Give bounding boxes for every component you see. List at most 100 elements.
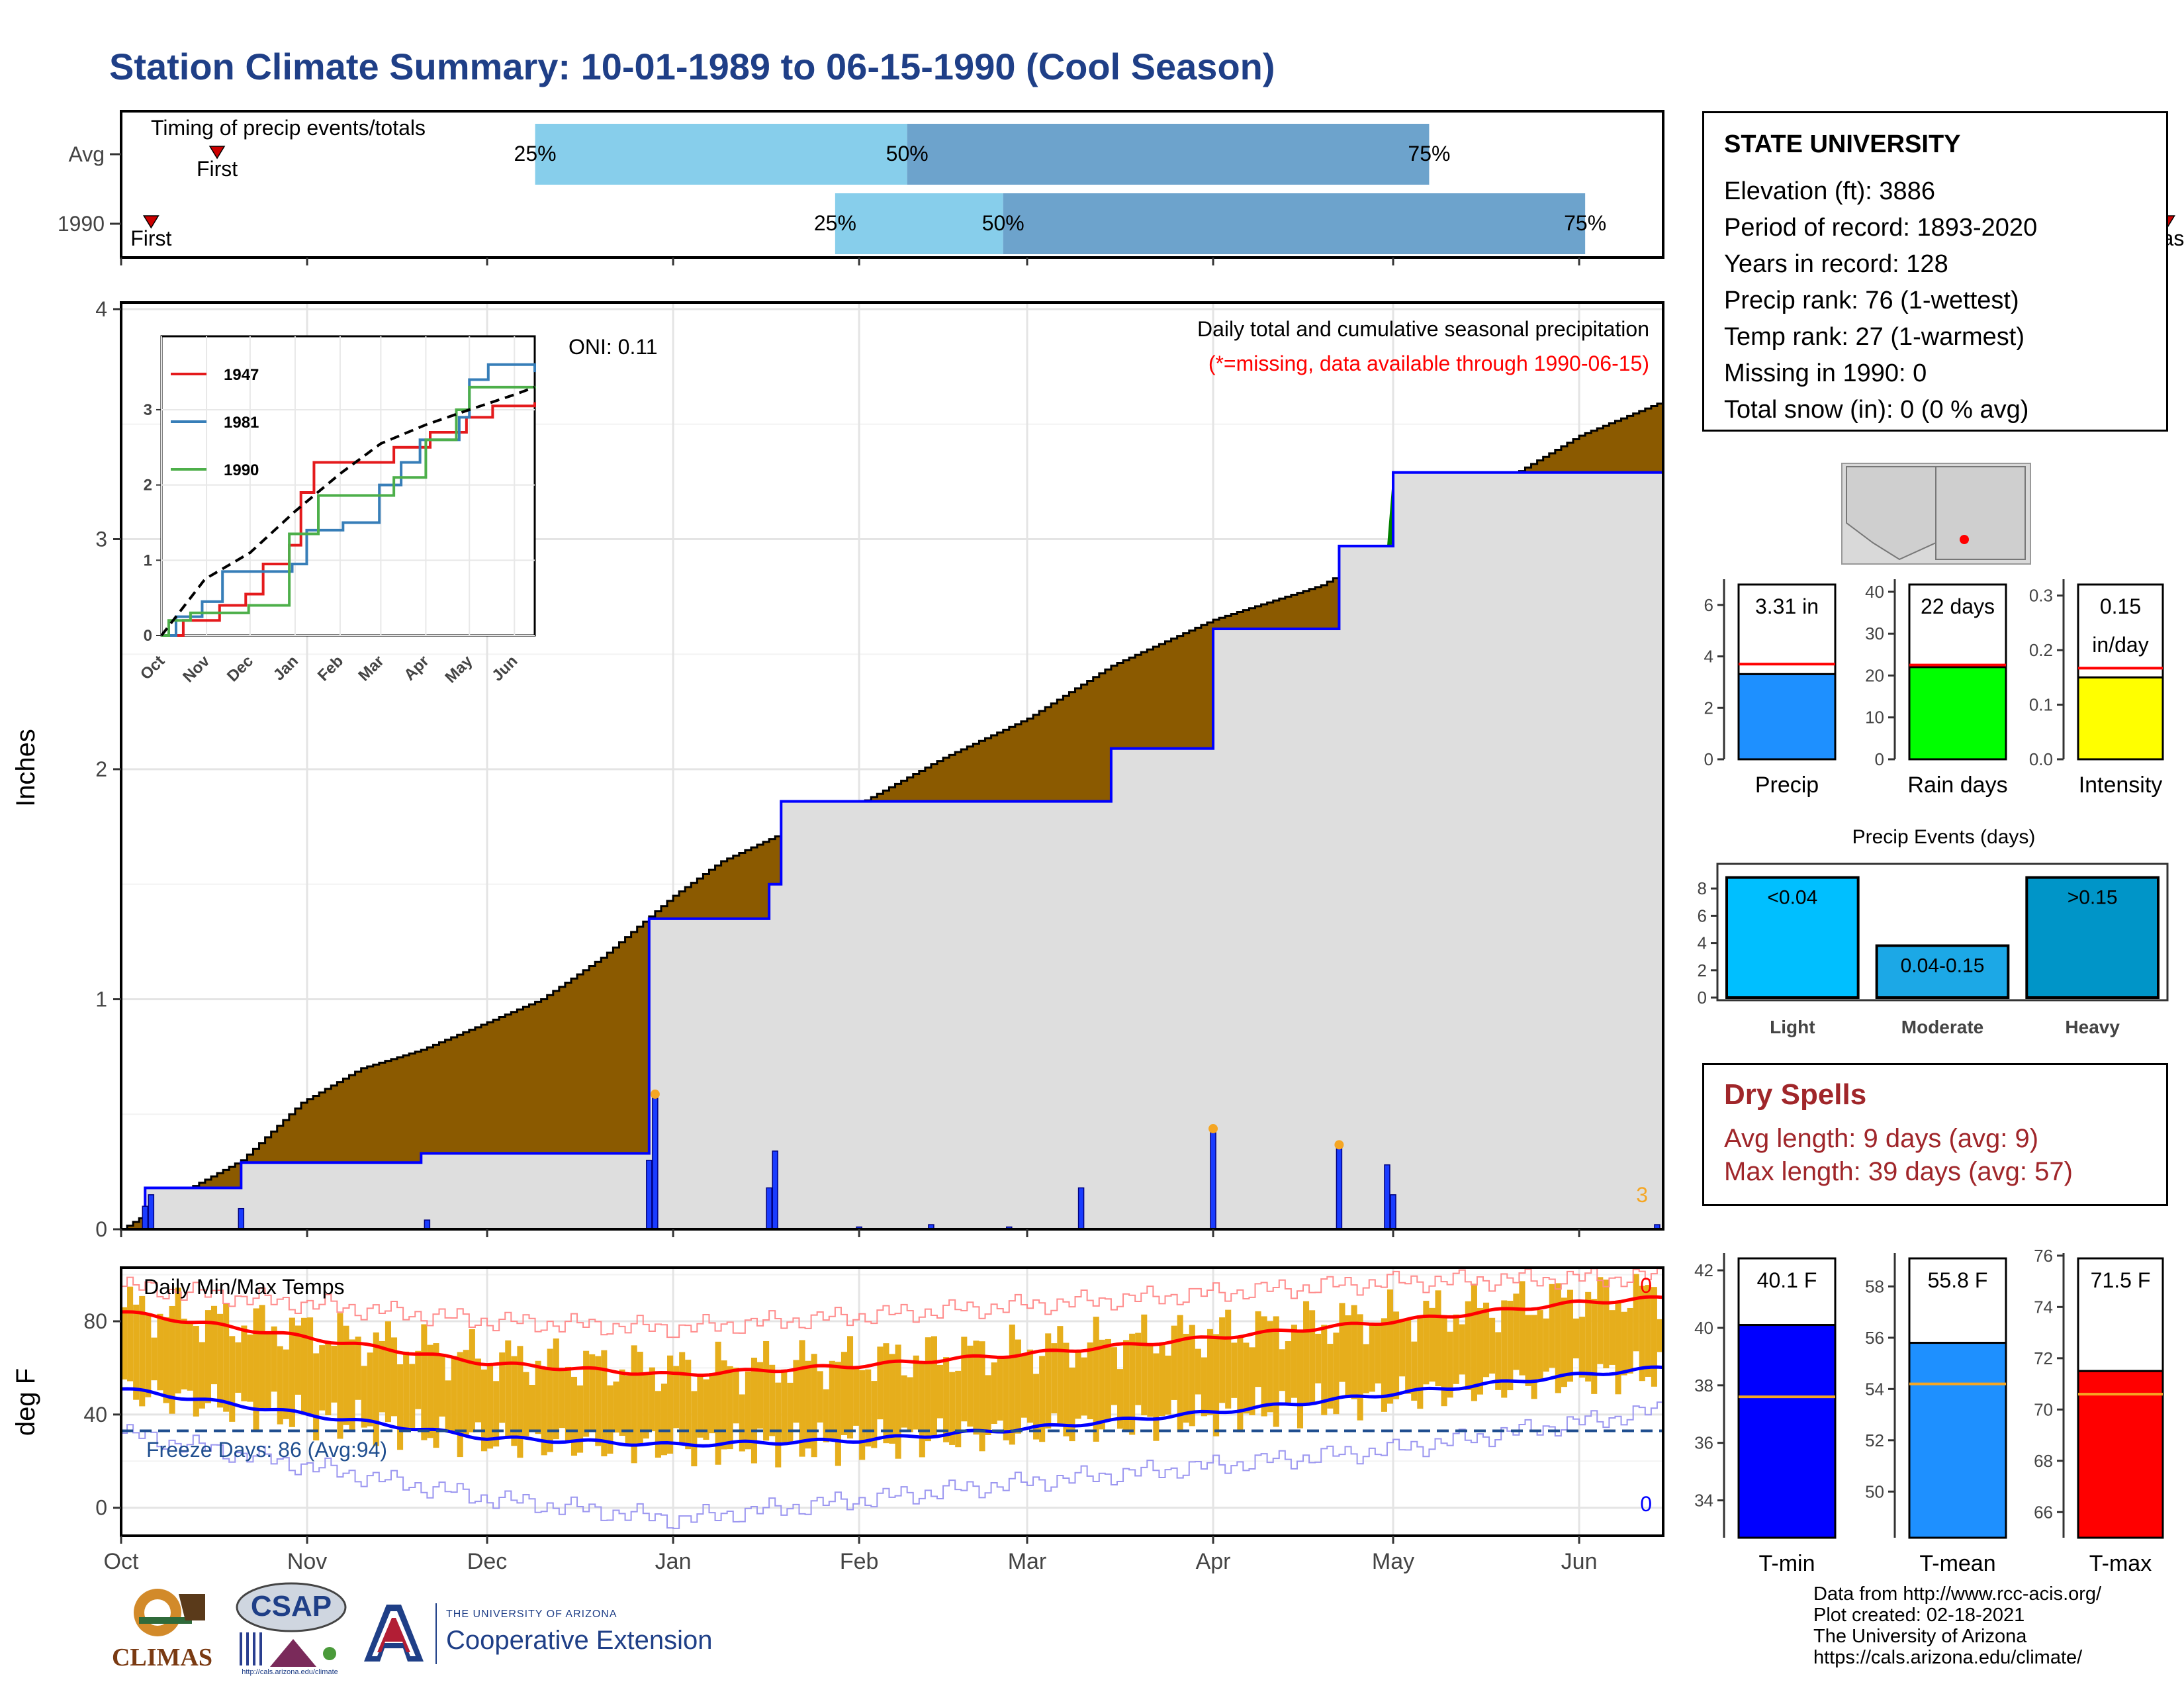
events-y-tick-label: 6 <box>1698 906 1707 925</box>
daily-temp-bar <box>1249 1347 1255 1415</box>
daily-temp-bar <box>139 1295 146 1407</box>
daily-temp-bar <box>1363 1344 1369 1393</box>
daily-temp-bar <box>757 1362 764 1429</box>
daily-temp-bar <box>805 1360 811 1449</box>
timing-pct-label: 25% <box>514 142 557 165</box>
timing-pct-label: 50% <box>886 142 929 165</box>
events-y-tick-label: 4 <box>1698 933 1707 953</box>
daily-temp-bar <box>295 1325 301 1395</box>
inset-legend-label: 1981 <box>224 414 259 432</box>
daily-temp-bar <box>1633 1274 1639 1352</box>
daily-temp-bar <box>1279 1349 1285 1391</box>
daily-temp-bar <box>1393 1311 1400 1399</box>
daily-temp-bar <box>541 1367 547 1456</box>
daily-temp-bar <box>613 1382 619 1433</box>
daily-precip-bar <box>1384 1164 1390 1230</box>
daily-temp-bar <box>1585 1291 1592 1382</box>
daily-temp-bar <box>1471 1284 1477 1401</box>
temp-x-tick-label: Oct <box>104 1549 139 1574</box>
temp-y-tick-label: 80 <box>83 1309 107 1333</box>
daily-temp-bar <box>835 1362 841 1466</box>
daily-temp-bar <box>1051 1343 1058 1414</box>
daily-precip-bar <box>148 1194 155 1230</box>
daily-temp-bar <box>715 1341 721 1465</box>
daily-temp-bar <box>1123 1340 1130 1430</box>
daily-temp-bar <box>480 1369 488 1452</box>
daily-precip-bar <box>766 1187 772 1230</box>
daily-temp-bar <box>1213 1334 1220 1436</box>
daily-temp-bar <box>625 1376 631 1446</box>
daily-temp-bar <box>511 1356 518 1446</box>
daily-temp-bar <box>721 1360 727 1450</box>
timing-pct-label: 50% <box>982 211 1024 235</box>
daily-temp-bar <box>679 1352 686 1445</box>
inset-legend-label: 1947 <box>224 366 259 384</box>
daily-temp-bar <box>1327 1344 1334 1409</box>
daily-temp-bar <box>883 1343 889 1444</box>
inset-y-tick-label: 0 <box>144 627 152 645</box>
t-min-y-tick-label: 34 <box>1694 1491 1713 1511</box>
daily-temp-bar <box>1435 1290 1441 1387</box>
t-mean-label-box <box>1908 1257 2007 1344</box>
dry-spells-max: Max length: 39 days (avg: 57) <box>1724 1157 2073 1186</box>
daily-temp-bar <box>1206 1329 1214 1415</box>
daily-temp-bar <box>415 1350 422 1409</box>
daily-temp-bar <box>1615 1300 1621 1395</box>
daily-temp-bar <box>1297 1329 1304 1429</box>
daily-temp-bar <box>300 1317 308 1415</box>
daily-temp-bar <box>187 1321 193 1391</box>
daily-temp-bar <box>1116 1369 1124 1429</box>
temp-x-tick-label: Nov <box>287 1549 327 1574</box>
daily-temp-bar <box>1261 1316 1267 1417</box>
daily-temp-bar <box>121 1307 128 1380</box>
daily-temp-bar <box>1381 1318 1387 1412</box>
events-bar-label: <0.04 <box>1767 887 1817 909</box>
daily-temp-bar <box>433 1343 439 1448</box>
t-min-y-tick-label: 38 <box>1694 1376 1713 1395</box>
daily-temp-bar <box>955 1370 962 1448</box>
daily-temp-bar <box>523 1372 529 1436</box>
daily-temp-bar <box>1609 1310 1615 1365</box>
daily-temp-bar <box>163 1317 169 1403</box>
daily-temp-bar <box>553 1338 559 1440</box>
daily-temp-bar <box>1267 1321 1273 1413</box>
daily-temp-bar <box>589 1354 596 1430</box>
daily-temp-bar <box>1453 1314 1459 1384</box>
station-snow: Total snow (in): 0 (0 % avg) <box>1724 396 2029 424</box>
t-min-x-label: T-min <box>1759 1551 1815 1576</box>
t-max-y-tick-label: 66 <box>2034 1502 2053 1522</box>
daily-temp-bar <box>936 1364 944 1419</box>
daily-temp-bar <box>709 1373 715 1434</box>
timing-pct-label: 25% <box>814 211 856 235</box>
daily-temp-bar <box>1069 1367 1075 1442</box>
t-max-y-tick-label: 70 <box>2034 1399 2053 1419</box>
t-min-y-tick-label: 42 <box>1694 1260 1713 1280</box>
events-bar <box>2025 876 2160 999</box>
temp-x-tick-label: Mar <box>1008 1549 1047 1574</box>
daily-temp-bar <box>265 1332 271 1409</box>
daily-temp-bar <box>283 1349 289 1419</box>
daily-temp-bar <box>727 1366 733 1450</box>
daily-temp-bar <box>1021 1354 1027 1418</box>
station-precip-rank: Precip rank: 76 (1-wettest) <box>1724 287 2019 314</box>
credits: Data from http://www.rcc-acis.org/ Plot … <box>1813 1583 2101 1668</box>
station-years: Years in record: 128 <box>1724 250 1948 278</box>
daily-temp-bar <box>853 1368 860 1426</box>
t-max-y-tick-label: 68 <box>2034 1451 2053 1471</box>
daily-temp-bar <box>493 1381 500 1447</box>
daily-temp-bar <box>1579 1317 1586 1378</box>
daily-temp-bar <box>1345 1315 1351 1398</box>
daily-temp-bar <box>385 1321 391 1423</box>
daily-temp-bar <box>1309 1310 1316 1403</box>
station-elevation: Elevation (ft): 3886 <box>1724 177 1935 205</box>
temp-y-tick-label: 0 <box>95 1496 107 1520</box>
station-missing: Missing in 1990: 0 <box>1724 359 1927 387</box>
daily-temp-bar <box>319 1345 326 1411</box>
intensity-x-label: Intensity <box>2079 773 2163 798</box>
daily-temp-bar <box>367 1352 373 1427</box>
daily-temp-bar <box>157 1313 163 1391</box>
daily-precip-bar <box>772 1150 778 1230</box>
daily-temp-bar <box>1333 1333 1340 1415</box>
daily-temp-bar <box>1657 1319 1663 1352</box>
dry-spells-avg: Avg length: 9 days (avg: 9) <box>1724 1124 2039 1153</box>
